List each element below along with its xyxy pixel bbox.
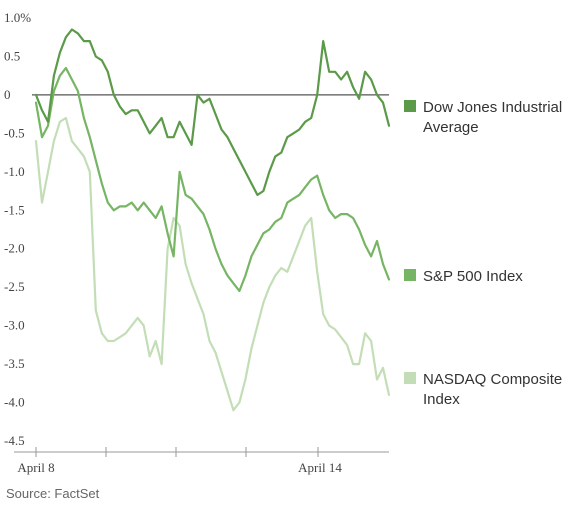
y-tick-label: -1.0	[4, 164, 25, 179]
legend-label: NASDAQ Composite	[423, 371, 562, 388]
y-tick-label: -0.5	[4, 125, 25, 140]
legend: Dow Jones Industrial Average S&P 500 Index…	[404, 99, 562, 408]
y-tick-label: -1.5	[4, 202, 25, 217]
legend-label: Dow Jones Industrial	[423, 99, 562, 116]
legend-label: S&P 500 Index	[423, 268, 523, 285]
legend-label: Average	[423, 119, 479, 136]
y-tick-label: 0	[4, 87, 11, 102]
y-tick-label: 1.0%	[4, 10, 31, 25]
legend-swatch	[404, 269, 416, 281]
legend-swatch	[404, 372, 416, 384]
series-line-2	[34, 116, 391, 412]
y-tick-label: -4.5	[4, 433, 25, 448]
series-line-0	[34, 28, 391, 196]
source-note: Source: FactSet	[6, 486, 100, 501]
x-tick-label: April 8	[17, 460, 54, 475]
legend-label: Index	[423, 391, 460, 408]
y-tick-label: -3.5	[4, 356, 25, 371]
y-tick-label: -2.5	[4, 279, 25, 294]
y-tick-label: -2.0	[4, 241, 25, 256]
series-lines	[34, 28, 391, 412]
series-line-1	[34, 66, 391, 293]
y-tick-label: -4.0	[4, 395, 25, 410]
y-tick-label: 0.5	[4, 48, 20, 63]
x-tick-label: April 14	[298, 460, 342, 475]
x-axis: April 8 April 14	[14, 447, 389, 475]
y-axis-ticks: 1.0% 0.5 0 -0.5 -1.0 -1.5 -2.0 -2.5 -3.0 -3.5 -4.0…	[4, 10, 31, 448]
legend-swatch	[404, 100, 416, 112]
y-tick-label: -3.0	[4, 318, 25, 333]
